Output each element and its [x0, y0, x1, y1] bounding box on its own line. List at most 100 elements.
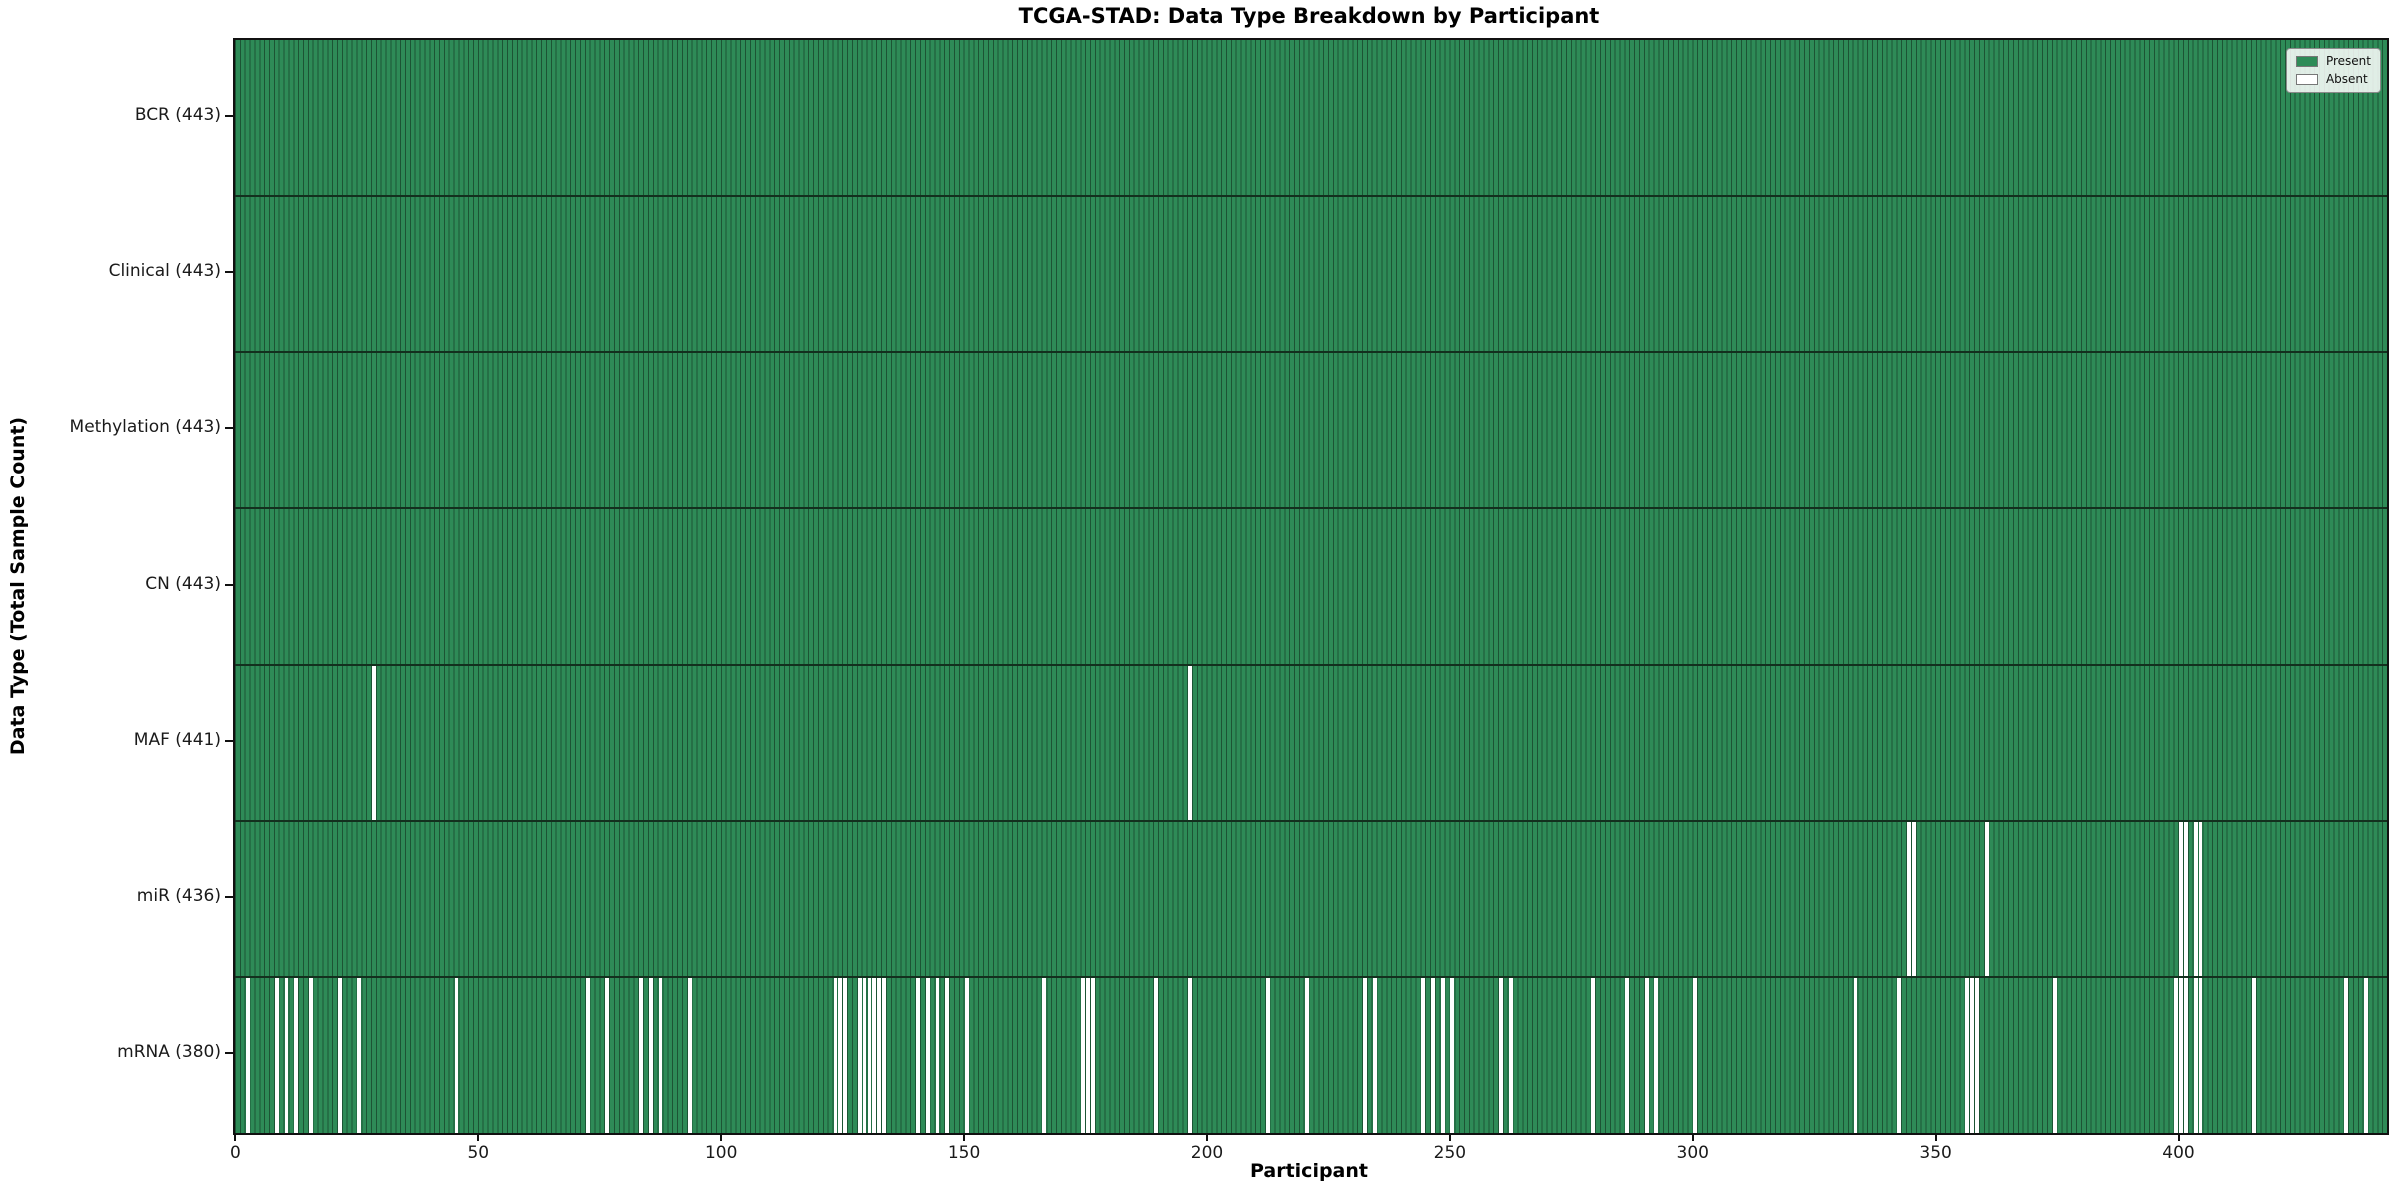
- absent-bar: [1154, 976, 1158, 1133]
- absent-bar: [605, 976, 610, 1133]
- row-miR: [235, 820, 2387, 977]
- y-tick-label: miR (436): [136, 885, 221, 906]
- x-tick-mark: [477, 1133, 480, 1141]
- row-divider: [235, 195, 2387, 198]
- absent-bar: [1970, 976, 1975, 1133]
- absent-bar: [1853, 976, 1858, 1133]
- plot-area: Present Absent: [233, 38, 2389, 1135]
- absent-bar: [357, 976, 362, 1133]
- row-mRNA: [235, 976, 2387, 1133]
- y-tick-label: MAF (441): [133, 729, 221, 750]
- row-MAF: [235, 664, 2387, 821]
- row-divider: [235, 351, 2387, 354]
- absent-bar: [925, 976, 930, 1133]
- absent-bar: [1965, 976, 1970, 1133]
- y-tick-mark: [225, 115, 233, 118]
- absent-bar: [1086, 976, 1090, 1133]
- y-tick-label: CN (443): [145, 573, 221, 594]
- absent-bar: [658, 976, 663, 1133]
- absent-bar: [872, 976, 877, 1133]
- x-tick-label: 350: [1919, 1143, 1952, 1163]
- x-tick-label: 300: [1676, 1143, 1709, 1163]
- x-axis-label: Participant: [1249, 1160, 1368, 1182]
- x-tick-mark: [1934, 1133, 1937, 1141]
- x-tick-label: 400: [2162, 1143, 2195, 1163]
- x-tick-mark: [234, 1133, 237, 1141]
- absent-bar: [964, 976, 969, 1133]
- absent-bar: [1654, 976, 1659, 1133]
- y-tick-label: BCR (443): [134, 105, 221, 126]
- absent-bar: [867, 976, 872, 1133]
- absent-bar: [338, 976, 342, 1133]
- x-tick-label: 150: [947, 1143, 981, 1163]
- absent-bar: [245, 976, 250, 1133]
- legend-swatch: [2295, 56, 2318, 67]
- y-tick-mark: [225, 271, 233, 274]
- absent-bar: [274, 976, 279, 1133]
- x-tick-mark: [720, 1133, 723, 1141]
- row-Clinical: [235, 196, 2387, 353]
- absent-bar: [916, 976, 920, 1133]
- absent-bar: [935, 976, 940, 1133]
- legend-label: Absent: [2325, 72, 2368, 86]
- y-tick-mark: [225, 427, 233, 430]
- y-tick-mark: [225, 895, 233, 898]
- absent-bar: [2183, 820, 2188, 977]
- absent-bar: [294, 976, 299, 1133]
- absent-bar: [648, 976, 653, 1133]
- absent-bar: [2193, 976, 2198, 1133]
- absent-bar: [1508, 976, 1513, 1133]
- absent-bar: [1499, 976, 1503, 1133]
- absent-bar: [2052, 976, 2057, 1133]
- absent-bar: [1265, 976, 1270, 1133]
- absent-bar: [833, 976, 838, 1133]
- row-divider: [235, 975, 2387, 978]
- absent-bar: [882, 976, 886, 1133]
- x-tick-label: 0: [230, 1143, 241, 1163]
- absent-bar: [2179, 976, 2183, 1133]
- absent-bar: [1363, 976, 1367, 1133]
- absent-bar: [1897, 976, 1902, 1133]
- legend-entry: Present: [2295, 54, 2371, 68]
- x-tick-label: 100: [704, 1143, 738, 1163]
- y-tick-label: Clinical (443): [108, 261, 221, 282]
- absent-bar: [1911, 820, 1916, 977]
- absent-bar: [1625, 976, 1630, 1133]
- absent-bar: [1372, 976, 1377, 1133]
- absent-bar: [2198, 976, 2203, 1133]
- x-tick-label: 250: [1433, 1143, 1467, 1163]
- absent-bar: [1090, 976, 1095, 1133]
- x-tick-mark: [1691, 1133, 1694, 1141]
- x-tick-mark: [1205, 1133, 1208, 1141]
- absent-bar: [838, 976, 843, 1133]
- absent-bar: [877, 976, 882, 1133]
- legend-entry: Absent: [2295, 72, 2371, 86]
- absent-bar: [2193, 820, 2198, 977]
- absent-bar: [308, 976, 313, 1133]
- y-tick-label: mRNA (380): [117, 1041, 221, 1062]
- absent-bar: [862, 976, 867, 1133]
- row-BCR: [235, 40, 2387, 197]
- absent-bar: [1644, 976, 1649, 1133]
- absent-bar: [2174, 976, 2179, 1133]
- absent-bar: [1907, 820, 1911, 977]
- absent-bar: [1975, 976, 1979, 1133]
- x-tick-mark: [1448, 1133, 1451, 1141]
- absent-bar: [2363, 976, 2368, 1133]
- absent-bar: [2179, 820, 2183, 977]
- absent-bar: [2251, 976, 2256, 1133]
- absent-bar: [585, 976, 590, 1133]
- absent-bar: [1042, 976, 1047, 1133]
- row-divider: [235, 663, 2387, 666]
- absent-bar: [1421, 976, 1426, 1133]
- absent-bar: [843, 976, 848, 1133]
- legend-label: Present: [2325, 54, 2371, 68]
- row-Methylation: [235, 352, 2387, 509]
- y-tick-mark: [225, 739, 233, 742]
- x-tick-mark: [2177, 1133, 2180, 1141]
- absent-bar: [1440, 976, 1445, 1133]
- y-tick-mark: [225, 1051, 233, 1054]
- absent-bar: [1591, 976, 1596, 1133]
- absent-bar: [945, 976, 950, 1133]
